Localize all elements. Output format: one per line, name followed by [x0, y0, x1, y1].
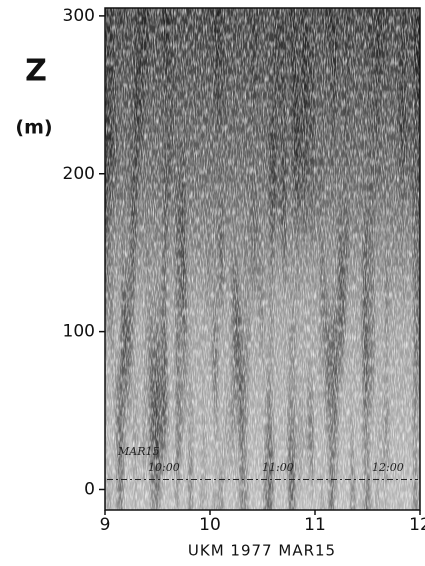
annotation: 10:00 — [148, 461, 180, 474]
plot-area — [104, 7, 421, 511]
x-axis-label: UKM 1977 MAR15 — [188, 542, 336, 560]
plot-frame — [104, 7, 421, 511]
y-tick-label: 0 — [84, 479, 95, 499]
y-axis-label: Z — [25, 54, 47, 89]
x-tick-label: 12 — [409, 515, 425, 535]
y-tick-label: 100 — [63, 322, 95, 342]
y-tick-label: 200 — [63, 164, 95, 184]
x-tick-label: 11 — [304, 515, 326, 535]
x-tick-label: 10 — [199, 515, 221, 535]
x-tick-label: 9 — [100, 515, 111, 535]
annotation: MAR15 — [117, 445, 160, 458]
y-tick-label: 300 — [63, 6, 95, 26]
annotation: 11:00 — [262, 461, 294, 474]
y-axis-unit: (m) — [15, 117, 52, 139]
annotation: 12:00 — [372, 461, 404, 474]
record-noise — [105, 8, 420, 510]
